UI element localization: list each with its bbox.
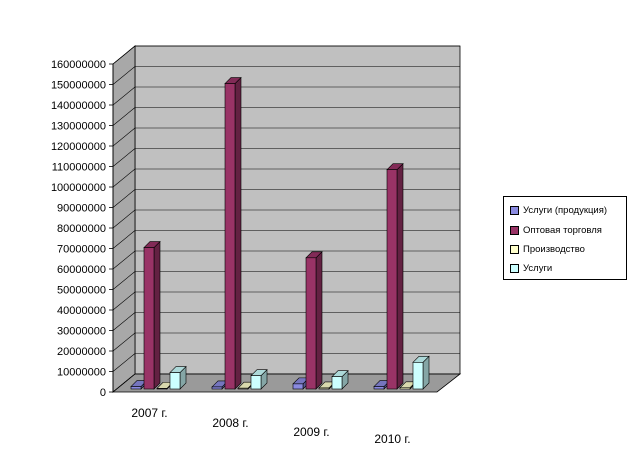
bar-front-2-0	[292, 383, 304, 390]
x-tick-label-2: 2009 г.	[293, 425, 329, 439]
legend-item-0: Услуги (продукция)	[510, 203, 607, 217]
bar-front-1-3	[250, 375, 262, 390]
bar-2-3	[331, 369, 349, 390]
chart-bars	[130, 76, 430, 390]
bar-front-0-2	[156, 388, 168, 390]
legend-item-1: Оптовая торговля	[510, 223, 602, 237]
gridline-side-8	[112, 209, 136, 229]
gridline-side-9	[112, 189, 136, 208]
bar-front-2-1	[305, 257, 317, 390]
bar-0-1	[143, 240, 161, 390]
y-tick-label-7: 70000000	[57, 244, 106, 256]
chart-gridlines	[112, 45, 460, 393]
bar-front-3-0	[373, 386, 385, 390]
legend-swatch-3	[510, 263, 519, 273]
chart-walls	[111, 45, 462, 393]
gridline-side-13	[112, 107, 136, 126]
legend-item-3: Услуги	[510, 261, 552, 275]
gridline-side-7	[112, 230, 136, 249]
y-tick-label-12: 120000000	[51, 141, 106, 153]
y-tick-label-15: 150000000	[51, 80, 106, 92]
gridline-side-1	[112, 353, 136, 372]
y-tick-label-2: 20000000	[57, 346, 106, 358]
bar-front-1-2	[237, 387, 249, 390]
gridline-side-3	[112, 312, 136, 331]
bar-front-0-3	[169, 372, 181, 390]
bar-front-2-2	[318, 387, 330, 390]
legend-swatch-1	[510, 225, 519, 235]
legend-swatch-2	[510, 244, 519, 254]
bar-1-3	[250, 368, 268, 390]
y-tick-label-13: 130000000	[51, 121, 106, 133]
y-tick-label-0: 0	[100, 387, 106, 399]
chart-legend: Услуги (продукция) Оптовая торговля Прои…	[503, 196, 627, 280]
bar-front-3-1	[386, 169, 398, 390]
bar-front-3-3	[412, 362, 424, 390]
gridline-side-5	[112, 271, 136, 290]
y-tick-label-8: 80000000	[57, 223, 106, 235]
bar-front-0-1	[143, 247, 155, 390]
y-tick-label-3: 30000000	[57, 326, 106, 338]
legend-label-3: Услуги	[523, 262, 553, 274]
legend-item-2: Производство	[510, 242, 585, 256]
gridline-side-16	[112, 45, 136, 65]
x-axis-labels: 2007 г. 2008 г. 2009 г. 2010 г.	[131, 406, 410, 446]
gridline-side-14	[112, 86, 136, 106]
legend-label-1: Оптовая торговля	[523, 224, 602, 236]
x-tick-label-0: 2007 г.	[131, 406, 167, 420]
gridline-side-0	[112, 373, 136, 393]
bar-front-1-0	[211, 386, 223, 390]
gridline-side-10	[112, 168, 136, 188]
y-tick-label-10: 100000000	[51, 182, 106, 194]
gridline-side-4	[112, 291, 136, 311]
bar-front-1-1	[224, 83, 236, 390]
y-tick-label-1: 10000000	[57, 367, 106, 379]
bar-3-1	[386, 162, 404, 390]
y-tick-label-14: 140000000	[51, 100, 106, 112]
y-tick-label-6: 60000000	[57, 264, 106, 276]
legend-label-0: Услуги (продукция)	[523, 204, 608, 216]
y-tick-label-4: 40000000	[57, 305, 106, 317]
y-tick-label-9: 90000000	[57, 203, 106, 215]
bar-1-1	[224, 76, 242, 390]
bar-side-1-1	[234, 76, 242, 390]
legend-label-2: Производство	[523, 243, 585, 255]
bar-front-2-3	[331, 376, 343, 390]
gridline-side-12	[112, 127, 136, 147]
x-tick-label-3: 2010 г.	[374, 432, 410, 446]
y-tick-label-11: 110000000	[52, 162, 106, 174]
bar-side-2-1	[315, 251, 323, 390]
bar-front-3-2	[399, 387, 411, 390]
gridline-side-11	[112, 148, 136, 167]
y-tick-label-16: 160000000	[51, 59, 106, 71]
bar-side-3-1	[396, 162, 404, 390]
y-axis-ticks: 0 10000000 20000000 30000000 40000000 5000000…	[51, 59, 114, 399]
x-tick-label-1: 2008 г.	[212, 416, 248, 430]
bar-side-0-1	[153, 240, 161, 390]
gridline-side-6	[112, 250, 136, 270]
bar-2-1	[305, 251, 323, 390]
bar-front-0-0	[130, 386, 142, 390]
bar-3-3	[412, 355, 430, 390]
y-tick-label-5: 50000000	[57, 285, 106, 297]
gridline-side-2	[112, 332, 136, 352]
legend-swatch-0	[510, 205, 519, 215]
gridline-side-15	[112, 66, 136, 85]
bar-0-3	[169, 365, 187, 390]
